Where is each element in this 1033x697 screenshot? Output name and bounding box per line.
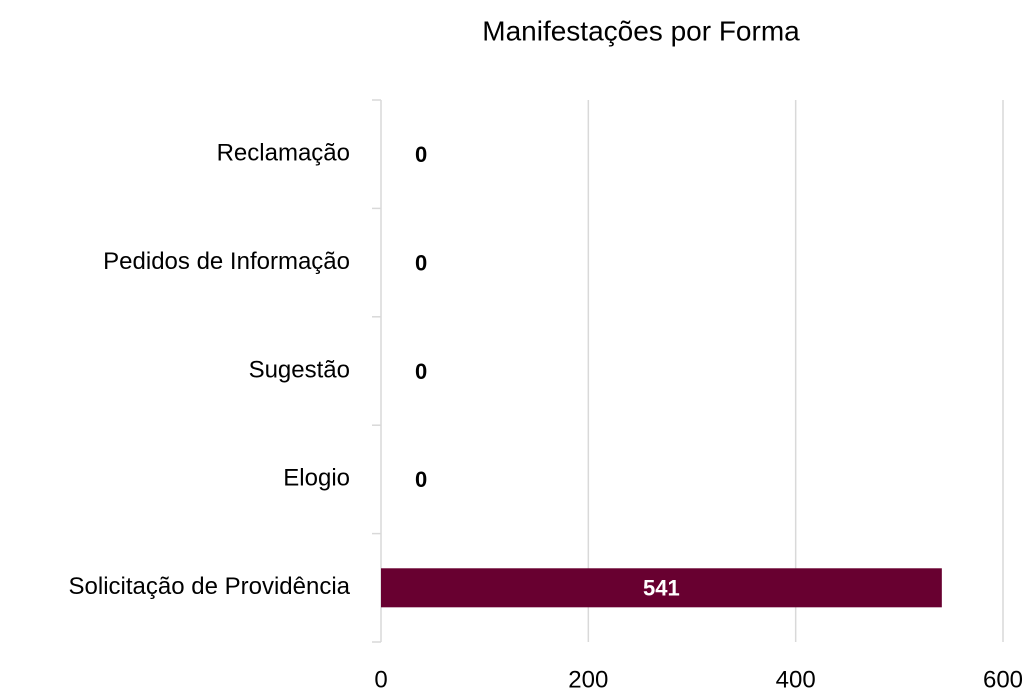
y-tick-label: Pedidos de Informação [103, 248, 350, 275]
y-tick-label: Sugestão [249, 356, 350, 383]
y-tick-label: Solicitação de Providência [69, 573, 351, 600]
data-label: 0 [415, 250, 427, 275]
data-label: 0 [415, 142, 427, 167]
chart-title: Manifestações por Forma [482, 15, 800, 46]
data-label: 0 [415, 359, 427, 384]
x-tick-label: 0 [374, 666, 387, 693]
bar [381, 568, 942, 608]
x-tick-label: 200 [568, 666, 608, 693]
data-label: 0 [415, 467, 427, 492]
x-tick-label: 400 [776, 666, 816, 693]
data-label: 541 [643, 576, 680, 601]
y-tick-label: Reclamação [217, 140, 350, 167]
x-tick-label: 600 [983, 666, 1023, 693]
y-tick-label: Elogio [283, 465, 350, 492]
